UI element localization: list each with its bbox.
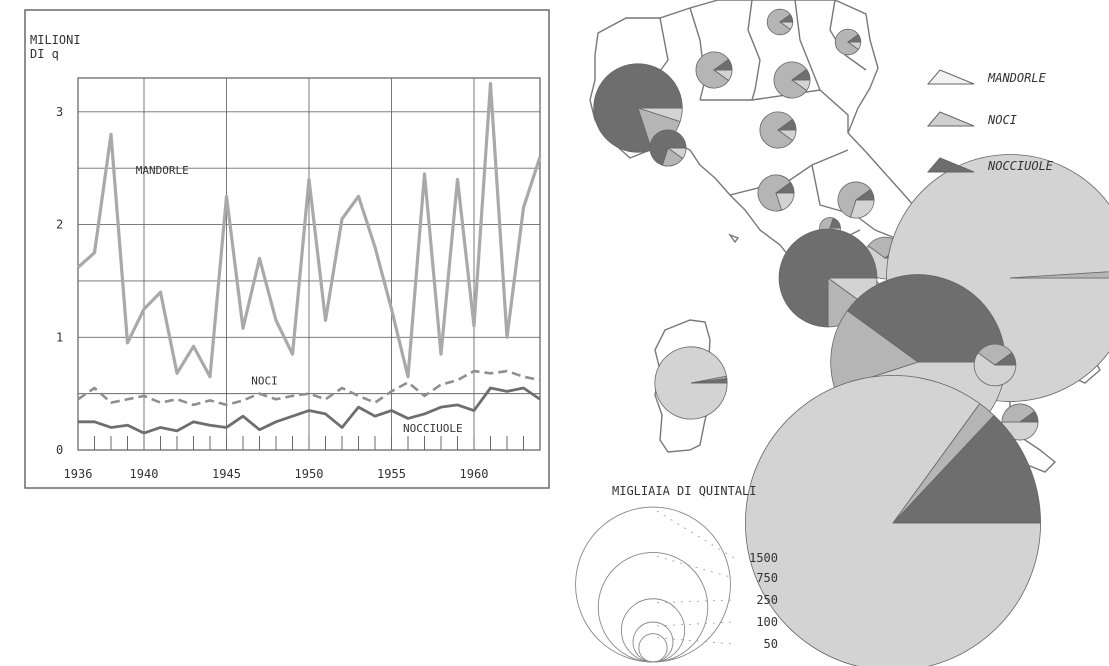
pie-wedge-nocciuole-lazio xyxy=(778,228,878,328)
pie-wedge-nocciuole-toscana xyxy=(774,181,795,194)
pie-wedge-nocciuole-basilicata xyxy=(993,352,1017,366)
legend-label-nocciuole: NOCCIUOLE xyxy=(987,159,1054,173)
pie-wedge-noci-campania xyxy=(830,310,919,390)
scale-value-label: 750 xyxy=(756,571,778,585)
legend-label-noci: NOCI xyxy=(987,113,1017,127)
scale-value-label: 100 xyxy=(756,615,778,629)
chart-frame xyxy=(24,9,550,489)
pie-wedge-noci-marche xyxy=(837,181,872,218)
region-pies xyxy=(593,8,1109,666)
pie-wedge-nocciuole-trentino xyxy=(778,13,794,23)
scale-value-label: 1500 xyxy=(749,551,778,565)
y-tick-label: 1 xyxy=(56,330,63,344)
pie-wedge-noci-calabria xyxy=(1001,403,1036,423)
pie-wedge-nocciuole-campania xyxy=(846,274,1006,363)
pie-wedge-nocciuole-liguria xyxy=(649,129,687,166)
island-detail xyxy=(728,233,740,244)
series-label-noci: NOCI xyxy=(251,375,278,388)
scale-leader-line xyxy=(656,556,735,579)
x-tick-label: 1945 xyxy=(212,467,241,481)
x-tick-label: 1940 xyxy=(130,467,159,481)
series-lines xyxy=(76,82,542,435)
scale-circle-250 xyxy=(620,598,686,663)
map-legend: MANDORLE NOCI NOCCIUOLE xyxy=(926,69,1054,173)
y-axis-label-line2: DI q xyxy=(30,47,59,61)
series-label-nocciuole: NOCCIUOLE xyxy=(403,422,463,435)
size-scale: MIGLIAIA DI QUINTALI 1500 750 250 100 50 xyxy=(575,484,778,663)
pie-wedge-noci-lombardia xyxy=(695,51,730,89)
scale-circle-1500 xyxy=(575,506,731,663)
series-line-mandorle xyxy=(76,82,542,379)
pie-wedge-noci-puglia xyxy=(1009,271,1109,279)
scale-circle-50 xyxy=(638,633,668,663)
pie-wedge-noci-friuli xyxy=(834,28,859,56)
pie-wedge-noci-veneto xyxy=(773,61,808,99)
y-tick-label: 3 xyxy=(56,105,63,119)
pie-wedge-noci-emilia-romagna xyxy=(759,111,794,149)
scale-leader-line xyxy=(656,621,735,627)
pie-wedge-noci-trentino xyxy=(766,8,791,36)
series-labels: MANDORLE NOCI NOCCIUOLE xyxy=(136,164,463,435)
y-tick-label: 0 xyxy=(56,443,63,457)
pie-wedge-nocciuole-lombardia xyxy=(712,58,733,71)
pie-wedge-nocciuole-umbria xyxy=(829,217,841,229)
scale-leader-line xyxy=(656,599,735,604)
scale-leader-line xyxy=(656,637,735,645)
legend-symbol-mandorle xyxy=(926,69,975,85)
pie-wedge-nocciuole-friuli xyxy=(846,33,862,43)
series-line-noci xyxy=(77,369,541,407)
legend-label-mandorle: MANDORLE xyxy=(987,71,1047,85)
x-tick-label: 1960 xyxy=(460,467,489,481)
pie-wedge-noci-basilicata xyxy=(977,343,1013,366)
pie-wedge-mandorle-marche xyxy=(849,199,875,219)
series-label-mandorle: MANDORLE xyxy=(136,164,189,177)
scale-circle-100 xyxy=(632,621,674,663)
legend-symbol-nocciuole xyxy=(926,157,975,173)
pie-wedge-nocciuole-marche xyxy=(854,188,875,201)
pie-wedge-nocciuole-sardegna xyxy=(690,378,728,384)
size-scale-title: MIGLIAIA DI QUINTALI xyxy=(612,484,757,498)
scale-value-label: 250 xyxy=(756,593,778,607)
pie-wedge-nocciuole-calabria xyxy=(1018,410,1039,423)
pie-wedge-nocciuole-veneto xyxy=(790,68,811,81)
x-tick-label: 1955 xyxy=(377,467,406,481)
legend-symbol-noci xyxy=(926,111,975,127)
pie-wedge-mandorle-basilicata xyxy=(973,352,1017,387)
pie-wedge-nocciuole-sicilia xyxy=(892,414,1041,524)
series-line-nocciuole xyxy=(78,386,541,435)
y-tick-label: 2 xyxy=(56,218,63,232)
italy-mainland-outline xyxy=(589,0,1101,481)
pie-wedge-noci-toscana xyxy=(757,174,792,212)
x-tick-label: 1950 xyxy=(295,467,324,481)
pie-wedge-nocciuole-emilia-romagna xyxy=(776,118,797,131)
scale-value-label: 50 xyxy=(764,637,778,651)
y-axis-label-line1: MILIONI xyxy=(30,33,81,47)
x-tick-label: 1936 xyxy=(64,467,93,481)
pie-wedge-nocciuole-piemonte xyxy=(593,63,683,153)
x-axis-ticks: 1936 1940 1945 1950 1955 1960 xyxy=(64,436,541,481)
pie-wedge-mandorle-sicilia xyxy=(745,375,1041,666)
scale-circle-750 xyxy=(597,552,709,663)
